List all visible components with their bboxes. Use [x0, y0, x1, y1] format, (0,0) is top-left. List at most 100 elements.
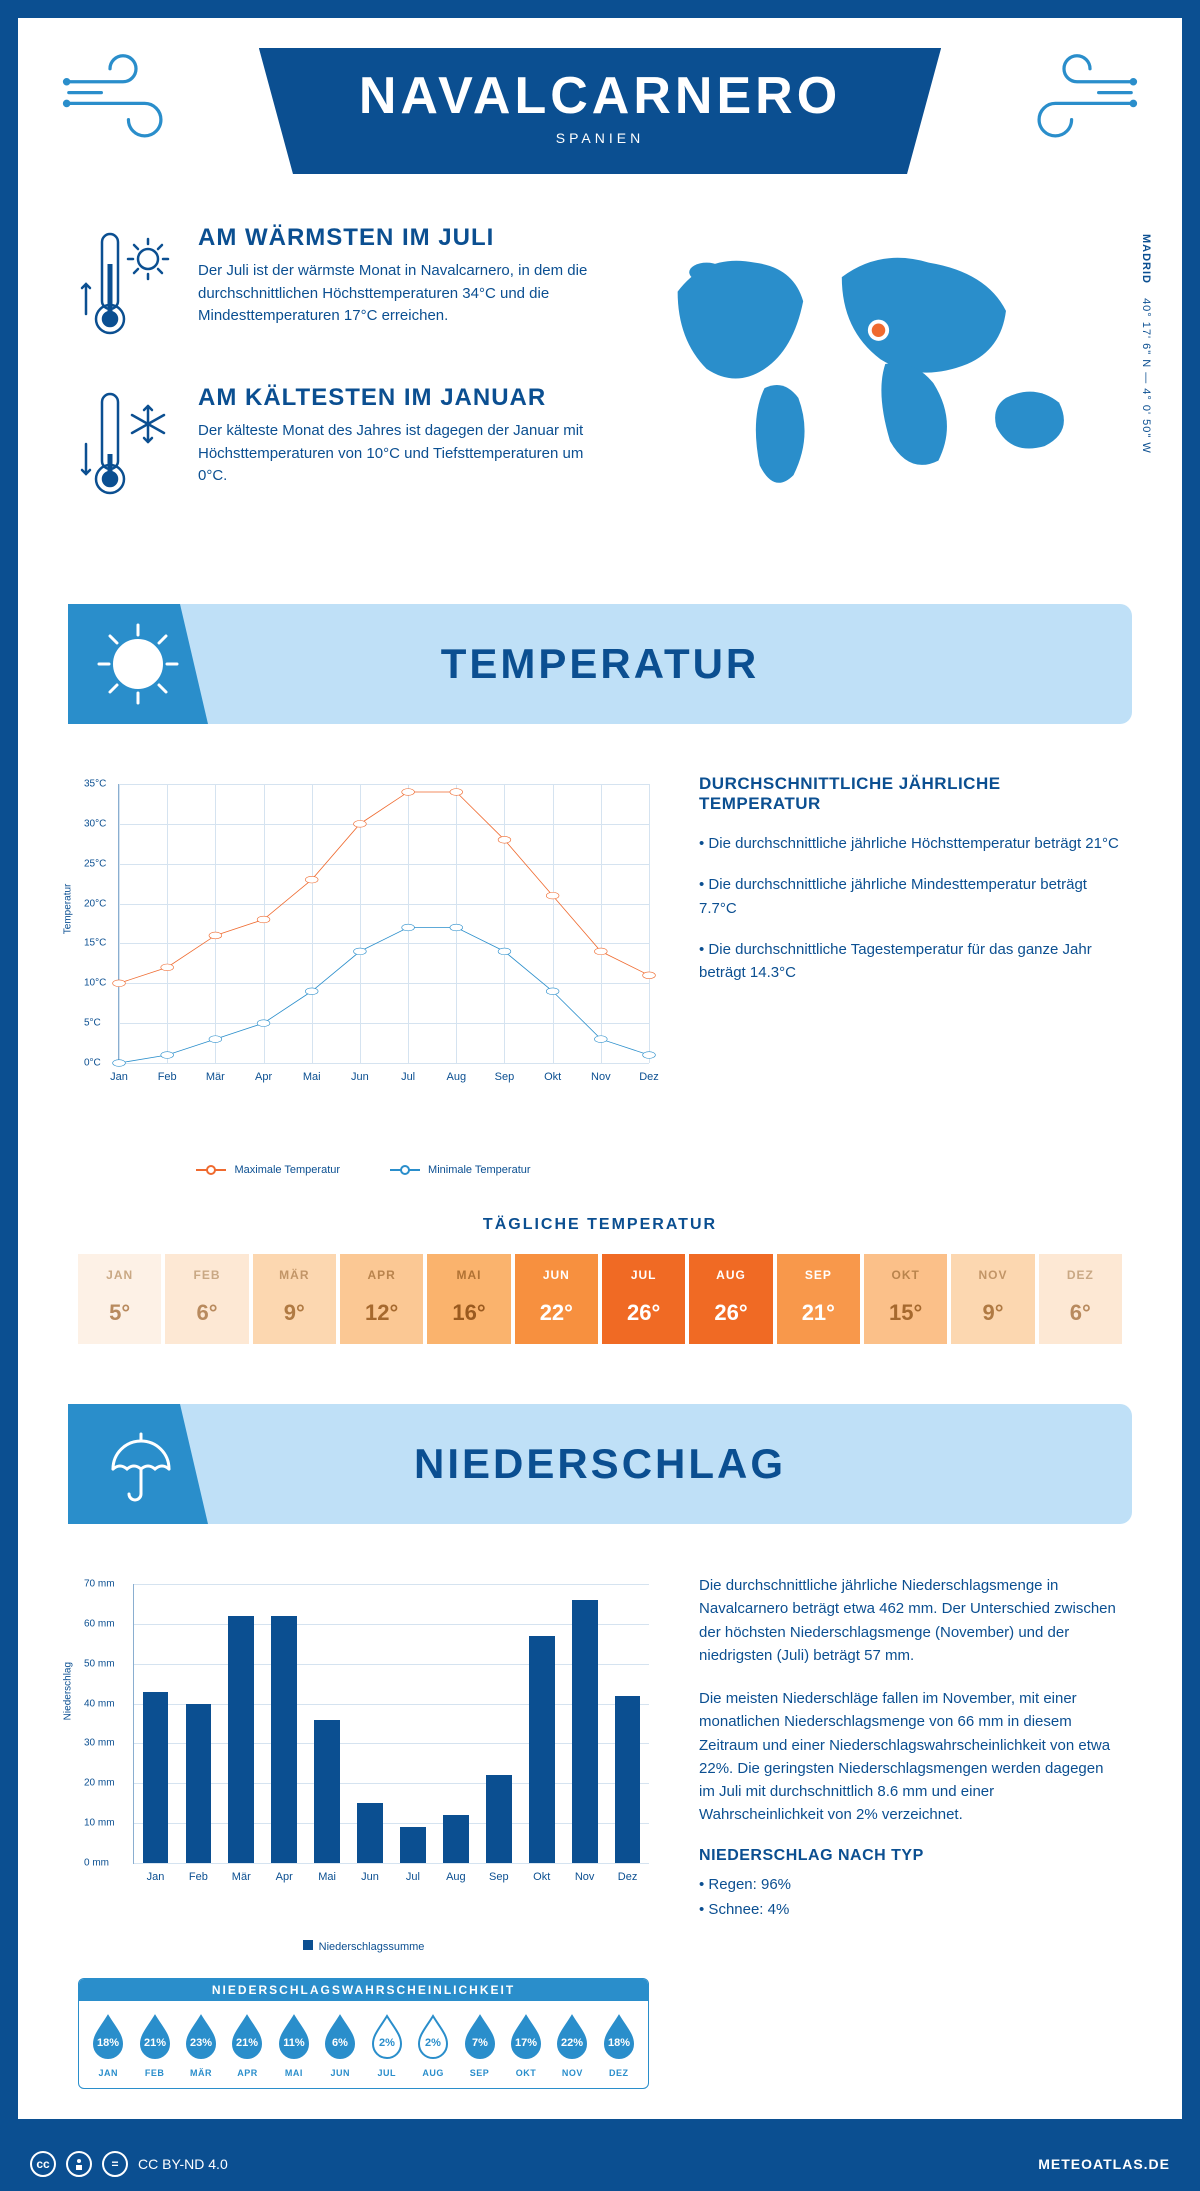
daily-month: MÄR [257, 1268, 332, 1282]
bar-x-label: Aug [446, 1871, 466, 1883]
daily-month: OKT [868, 1268, 943, 1282]
bar-y-label: 70 mm [84, 1579, 115, 1590]
daily-month: APR [344, 1268, 419, 1282]
daily-temp-cell: MAI16° [427, 1254, 510, 1344]
probability-drop: 21%FEB [131, 2013, 177, 2078]
precip-bar [443, 1815, 469, 1863]
bar-legend-label: Niederschlagssumme [319, 1941, 425, 1953]
svg-text:21%: 21% [144, 2037, 166, 2049]
precip-section-header: NIEDERSCHLAG [68, 1404, 1132, 1524]
bar-y-label: 30 mm [84, 1738, 115, 1749]
y-tick-label: 0°C [84, 1058, 101, 1069]
x-tick-label: Nov [591, 1071, 611, 1083]
bar-x-label: Sep [489, 1871, 509, 1883]
precip-body: Niederschlag 0 mm10 mm20 mm30 mm40 mm50 … [18, 1544, 1182, 2119]
precip-text-column: Die durchschnittliche jährliche Niedersc… [699, 1574, 1122, 2089]
precip-by-type-title: NIEDERSCHLAG NACH TYP [699, 1847, 1122, 1865]
license-block: cc = CC BY-ND 4.0 [30, 2151, 228, 2177]
precip-bar [529, 1636, 555, 1863]
precip-bar [357, 1803, 383, 1863]
facts-column: AM WÄRMSTEN IM JULI Der Juli ist der wär… [78, 224, 609, 544]
svg-text:2%: 2% [425, 2037, 441, 2049]
nd-icon: = [102, 2151, 128, 2177]
precip-bar [400, 1827, 426, 1863]
daily-temp-cell: DEZ6° [1039, 1254, 1122, 1344]
daily-month: JAN [82, 1268, 157, 1282]
daily-value: 6° [169, 1300, 244, 1326]
temperature-line-chart: Temperatur 0°C5°C10°C15°C20°C25°C30°C35°… [78, 774, 649, 1134]
precipitation-bar-chart: Niederschlag 0 mm10 mm20 mm30 mm40 mm50 … [78, 1574, 649, 1914]
fact-cold-title: AM KÄLTESTEN IM JANUAR [198, 384, 609, 412]
bar-x-label: Jul [406, 1871, 420, 1883]
by-type-bullet: • Schnee: 4% [699, 1898, 1122, 1921]
x-tick-label: Jan [110, 1071, 128, 1083]
x-tick-label: Jul [401, 1071, 415, 1083]
daily-value: 26° [693, 1300, 768, 1326]
bar-x-label: Nov [575, 1871, 595, 1883]
bar-y-label: 0 mm [84, 1858, 109, 1869]
svg-text:23%: 23% [190, 2037, 212, 2049]
bar-x-label: Feb [189, 1871, 208, 1883]
x-tick-label: Jun [351, 1071, 369, 1083]
title-banner: NAVALCARNERO SPANIEN [259, 48, 941, 174]
svg-text:17%: 17% [515, 2037, 537, 2049]
x-tick-label: Feb [158, 1071, 177, 1083]
x-tick-label: Dez [639, 1071, 659, 1083]
intro-section: AM WÄRMSTEN IM JULI Der Juli ist der wär… [18, 194, 1182, 584]
bar-x-label: Okt [533, 1871, 550, 1883]
daily-value: 22° [519, 1300, 594, 1326]
license-text: CC BY-ND 4.0 [138, 2156, 228, 2172]
probability-drop: 21%APR [224, 2013, 270, 2078]
daily-temp-cell: JUN22° [515, 1254, 598, 1344]
probability-drop: 18%DEZ [596, 2013, 642, 2078]
daily-value: 15° [868, 1300, 943, 1326]
daily-temp-cell: SEP21° [777, 1254, 860, 1344]
fact-cold-text: AM KÄLTESTEN IM JANUAR Der kälteste Mona… [198, 384, 609, 509]
daily-month: NOV [955, 1268, 1030, 1282]
bar-legend-swatch [303, 1940, 313, 1950]
x-tick-label: Okt [544, 1071, 561, 1083]
precip-bar [186, 1704, 212, 1863]
cc-icon: cc [30, 2151, 56, 2177]
bar-y-label: 10 mm [84, 1818, 115, 1829]
svg-text:18%: 18% [97, 2037, 119, 2049]
daily-temp-cell: AUG26° [689, 1254, 772, 1344]
precip-bar [314, 1720, 340, 1863]
svg-text:7%: 7% [472, 2037, 488, 2049]
fact-warm-title: AM WÄRMSTEN IM JULI [198, 224, 609, 252]
coordinates: MADRID 40° 17' 6" N — 4° 0' 50" W [1140, 234, 1152, 454]
umbrella-icon [68, 1404, 208, 1524]
site-name: METEOATLAS.DE [1038, 2156, 1170, 2172]
bar-x-label: Dez [618, 1871, 638, 1883]
daily-temp-grid: JAN5°FEB6°MÄR9°APR12°MAI16°JUN22°JUL26°A… [78, 1254, 1122, 1344]
daily-temp-cell: OKT 15° [864, 1254, 947, 1344]
bar-x-label: Apr [276, 1871, 293, 1883]
probability-drop: 11%MAI [271, 2013, 317, 2078]
country-name: SPANIEN [359, 130, 841, 146]
precip-y-axis-title: Niederschlag [63, 1662, 74, 1720]
daily-temp-cell: APR12° [340, 1254, 423, 1344]
bar-x-label: Jun [361, 1871, 379, 1883]
precip-bar [486, 1775, 512, 1863]
probability-drop: 7%SEP [456, 2013, 502, 2078]
probability-drop: 2%JUL [364, 2013, 410, 2078]
precip-bar [143, 1692, 169, 1863]
daily-month: MAI [431, 1268, 506, 1282]
svg-text:11%: 11% [283, 2037, 305, 2049]
prob-title: NIEDERSCHLAGSWAHRSCHEINLICHKEIT [79, 1979, 648, 2001]
by-type-bullet: • Regen: 96% [699, 1873, 1122, 1896]
fact-warm-text: AM WÄRMSTEN IM JULI Der Juli ist der wär… [198, 224, 609, 349]
probability-drop: 6%JUN [317, 2013, 363, 2078]
fact-warmest: AM WÄRMSTEN IM JULI Der Juli ist der wär… [78, 224, 609, 349]
probability-box: NIEDERSCHLAGSWAHRSCHEINLICHKEIT 18%JAN21… [78, 1978, 649, 2089]
daily-month: JUL [606, 1268, 681, 1282]
legend-max: Maximale Temperatur [196, 1164, 340, 1176]
bar-y-label: 20 mm [84, 1778, 115, 1789]
bar-x-label: Jan [147, 1871, 165, 1883]
daily-value: 26° [606, 1300, 681, 1326]
precip-para1: Die durchschnittliche jährliche Niedersc… [699, 1574, 1122, 1667]
y-tick-label: 20°C [84, 898, 106, 909]
world-map-column: MADRID 40° 17' 6" N — 4° 0' 50" W [639, 224, 1122, 544]
wind-icon-right [1012, 48, 1142, 148]
temp-bullet: • Die durchschnittliche jährliche Höchst… [699, 832, 1122, 855]
